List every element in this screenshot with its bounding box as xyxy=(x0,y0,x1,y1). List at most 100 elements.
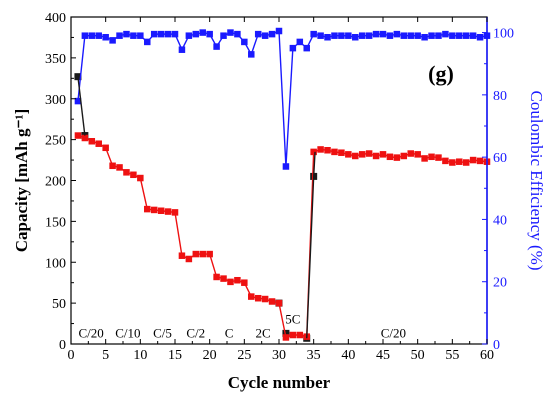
data-point xyxy=(456,158,463,165)
data-point xyxy=(192,250,200,258)
x-tick-label: 15 xyxy=(168,348,182,363)
data-point xyxy=(95,140,102,147)
data-point xyxy=(462,159,470,166)
data-point xyxy=(352,33,359,41)
data-point xyxy=(421,155,428,162)
series-line xyxy=(77,76,86,136)
data-point xyxy=(310,148,317,156)
data-point xyxy=(199,29,206,36)
data-point xyxy=(178,252,186,259)
y-tick-label: 300 xyxy=(45,93,66,108)
data-point xyxy=(324,147,331,154)
data-point xyxy=(310,30,317,38)
x-tick-label: 55 xyxy=(445,348,459,363)
data-point xyxy=(365,150,373,157)
data-point xyxy=(102,144,109,152)
y2-tick-label: 100 xyxy=(493,27,514,42)
data-point xyxy=(109,37,116,44)
data-point xyxy=(282,334,290,341)
rate-label: C/5 xyxy=(153,325,172,340)
data-point xyxy=(206,250,213,258)
data-point xyxy=(157,207,165,214)
data-point xyxy=(393,154,401,161)
data-point xyxy=(213,43,220,50)
data-point xyxy=(81,134,89,142)
data-point xyxy=(88,138,96,145)
series-2 xyxy=(74,27,491,170)
data-point xyxy=(296,331,304,339)
data-point xyxy=(289,331,297,339)
data-point xyxy=(150,30,158,38)
x-tick-label: 5 xyxy=(102,348,109,363)
y2-axis-title: Coulombic Efficiency (%) xyxy=(527,90,546,270)
data-point xyxy=(324,33,331,41)
x-tick-label: 35 xyxy=(307,348,321,363)
rate-label: C xyxy=(225,325,234,340)
data-point xyxy=(254,294,262,302)
rate-label: C/10 xyxy=(115,325,140,340)
data-point xyxy=(116,32,123,39)
data-point xyxy=(400,32,408,39)
plot-frame xyxy=(70,16,488,345)
data-point xyxy=(199,250,206,258)
data-point xyxy=(289,44,297,52)
data-point xyxy=(379,30,387,38)
data-point xyxy=(234,276,241,284)
data-point xyxy=(95,32,102,39)
x-axis-title: Cycle number xyxy=(228,373,331,392)
data-point xyxy=(123,30,130,38)
data-point xyxy=(358,32,366,39)
data-point xyxy=(379,151,387,158)
axes-layer xyxy=(70,16,488,345)
x-tick-label: 45 xyxy=(376,348,390,363)
data-point xyxy=(365,32,373,39)
data-point xyxy=(317,32,324,39)
x-tick-label: 50 xyxy=(411,348,425,363)
y2-tick-label: 60 xyxy=(493,151,507,166)
data-point xyxy=(345,32,352,39)
data-point xyxy=(435,32,442,39)
series-line xyxy=(77,29,488,167)
panel-label: (g) xyxy=(428,61,454,86)
data-point xyxy=(435,154,442,161)
data-point xyxy=(282,329,290,337)
data-point xyxy=(338,32,345,39)
data-point xyxy=(393,30,401,38)
data-point xyxy=(137,32,144,39)
data-point xyxy=(469,156,477,164)
data-point xyxy=(476,33,484,41)
plot-area xyxy=(70,16,488,345)
data-point xyxy=(275,299,283,307)
data-point xyxy=(386,153,394,161)
data-point xyxy=(428,32,435,39)
data-point xyxy=(123,169,130,176)
rate-label: C/2 xyxy=(186,325,205,340)
data-point xyxy=(206,30,213,38)
data-point xyxy=(268,30,276,38)
data-point xyxy=(331,32,338,39)
data-point xyxy=(150,206,158,214)
data-point xyxy=(303,44,310,52)
data-point xyxy=(476,157,484,165)
series-line xyxy=(77,134,488,339)
series-1 xyxy=(74,132,491,341)
data-point xyxy=(144,205,151,213)
x-tick-label: 0 xyxy=(68,348,75,363)
data-point xyxy=(407,32,414,39)
y-tick-label: 50 xyxy=(52,297,66,312)
data-point xyxy=(234,30,241,38)
y-tick-label: 150 xyxy=(45,215,66,230)
data-point xyxy=(275,27,283,35)
data-point xyxy=(268,298,276,305)
data-point xyxy=(358,151,366,158)
data-point xyxy=(449,159,456,166)
y2-tick-label: 80 xyxy=(493,89,507,104)
y2-tick-label: 20 xyxy=(493,276,507,291)
x-tick-label: 25 xyxy=(237,348,251,363)
data-point xyxy=(164,30,172,38)
data-point xyxy=(227,29,234,36)
data-point xyxy=(178,46,186,53)
y2-tick-label: 0 xyxy=(493,338,500,353)
data-point xyxy=(116,164,123,171)
series-line xyxy=(306,151,316,339)
